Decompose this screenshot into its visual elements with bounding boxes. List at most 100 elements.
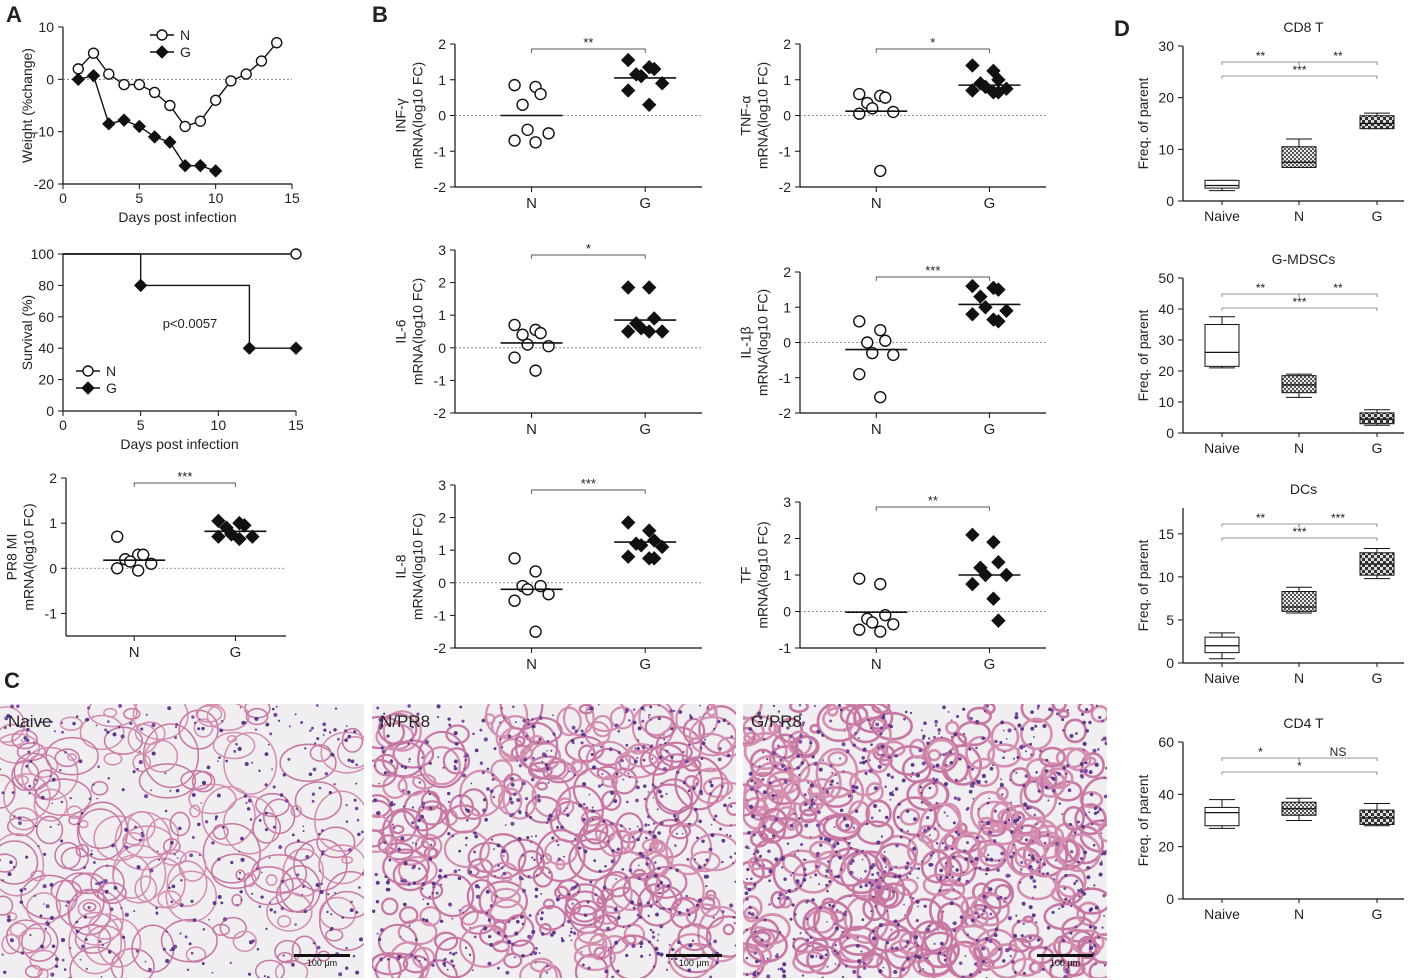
nucleus-dot (474, 834, 479, 839)
nucleus-dot (775, 954, 779, 959)
nucleus-dot (975, 720, 979, 724)
nucleus-dot (1024, 838, 1028, 842)
nucleus-dot (597, 704, 600, 706)
nucleus-dot (945, 764, 948, 767)
alveolar-wall (743, 726, 756, 746)
nucleus-dot (155, 906, 158, 910)
nucleus-dot (510, 800, 514, 805)
nucleus-dot (647, 815, 651, 819)
significance-bracket (1221, 537, 1378, 541)
nucleus-dot (935, 763, 940, 768)
nucleus-dot (201, 726, 205, 731)
x-tick-label: G (1372, 670, 1383, 686)
nucleus-dot (1051, 910, 1055, 914)
nucleus-dot (916, 834, 920, 837)
nucleus-dot (448, 723, 452, 727)
alveolar-wall (60, 846, 89, 871)
nucleus-dot (633, 708, 636, 711)
nucleus-dot (1080, 889, 1084, 894)
y-tick-label: 30 (1158, 332, 1174, 348)
nucleus-dot (344, 729, 348, 733)
nucleus-dot (1080, 857, 1083, 860)
nucleus-dot (428, 895, 431, 899)
nucleus-dot (302, 830, 305, 833)
nucleus-dot (810, 954, 815, 959)
nucleus-dot (384, 875, 388, 879)
nucleus-dot (120, 906, 123, 909)
y-tick-label: 5 (1166, 612, 1174, 628)
nucleus-dot (245, 802, 248, 805)
nucleus-dot (809, 936, 813, 939)
nucleus-dot (591, 765, 597, 770)
nucleus-dot (620, 824, 623, 828)
nucleus-dot (534, 894, 538, 898)
nucleus-dot (993, 933, 998, 938)
nucleus-dot (552, 930, 556, 935)
significance-label: *** (925, 263, 940, 278)
nucleus-dot (701, 839, 705, 844)
nucleus-dot (408, 757, 411, 761)
nucleus-dot (844, 964, 848, 968)
nucleus-dot (95, 724, 98, 727)
nucleus-dot (479, 728, 483, 732)
nucleus-dot (330, 913, 333, 916)
data-point (853, 368, 866, 381)
nucleus-dot (627, 924, 631, 928)
nucleus-dot (1068, 788, 1071, 791)
alveolar-wall (601, 775, 619, 788)
alveolar-wall (162, 838, 181, 855)
nucleus-dot (355, 763, 358, 767)
alveolar-wall (1049, 959, 1071, 978)
nucleus-dot (647, 914, 650, 918)
nucleus-dot (1031, 854, 1034, 858)
nucleus-dot (876, 885, 881, 890)
alveolar-wall (874, 871, 906, 909)
nucleus-dot (949, 901, 954, 906)
nucleus-dot (1088, 770, 1093, 774)
nucleus-dot (704, 738, 707, 741)
nucleus-dot (473, 935, 477, 939)
nucleus-dot (775, 794, 778, 797)
nucleus-dot (970, 918, 975, 923)
nucleus-dot (659, 821, 664, 826)
nucleus-dot (1060, 904, 1065, 909)
nucleus-dot (497, 864, 500, 867)
alveolar-wall (743, 803, 763, 836)
nucleus-dot (871, 873, 874, 876)
nucleus-dot (269, 908, 273, 912)
alveolar-wall (851, 878, 885, 902)
alveolar-wall (674, 756, 724, 811)
nucleus-dot (531, 856, 534, 859)
alveolar-wall (806, 909, 836, 934)
nucleus-dot (479, 761, 484, 765)
nucleus-dot (484, 817, 488, 822)
nucleus-dot (638, 851, 643, 856)
nucleus-dot (798, 704, 802, 707)
nucleus-dot (572, 931, 577, 935)
nucleus-dot (25, 855, 29, 859)
nucleus-dot (149, 868, 154, 873)
y-axis-label-group: Freq. of parent (1135, 77, 1151, 169)
alveolar-wall (488, 898, 527, 938)
nucleus-dot (854, 785, 859, 790)
data-point (633, 68, 649, 84)
alveolar-wall (96, 882, 127, 905)
nucleus-dot (758, 765, 761, 768)
alveolar-wall (254, 792, 290, 818)
nucleus-dot (410, 739, 413, 742)
nucleus-dot (834, 944, 837, 947)
nucleus-dot (391, 823, 394, 826)
nucleus-dot (1016, 919, 1021, 924)
nucleus-dot (1032, 736, 1035, 738)
nucleus-dot (372, 909, 376, 914)
nucleus-dot (88, 797, 92, 801)
nucleus-dot (1, 953, 4, 956)
nucleus-dot (625, 710, 628, 714)
chart-title: DCs (1290, 481, 1317, 497)
nucleus-dot (156, 850, 159, 853)
nucleus-dot (302, 825, 305, 828)
nucleus-dot (828, 903, 832, 907)
nucleus-dot (912, 897, 915, 900)
nucleus-dot (939, 875, 943, 880)
nucleus-dot (923, 721, 927, 725)
